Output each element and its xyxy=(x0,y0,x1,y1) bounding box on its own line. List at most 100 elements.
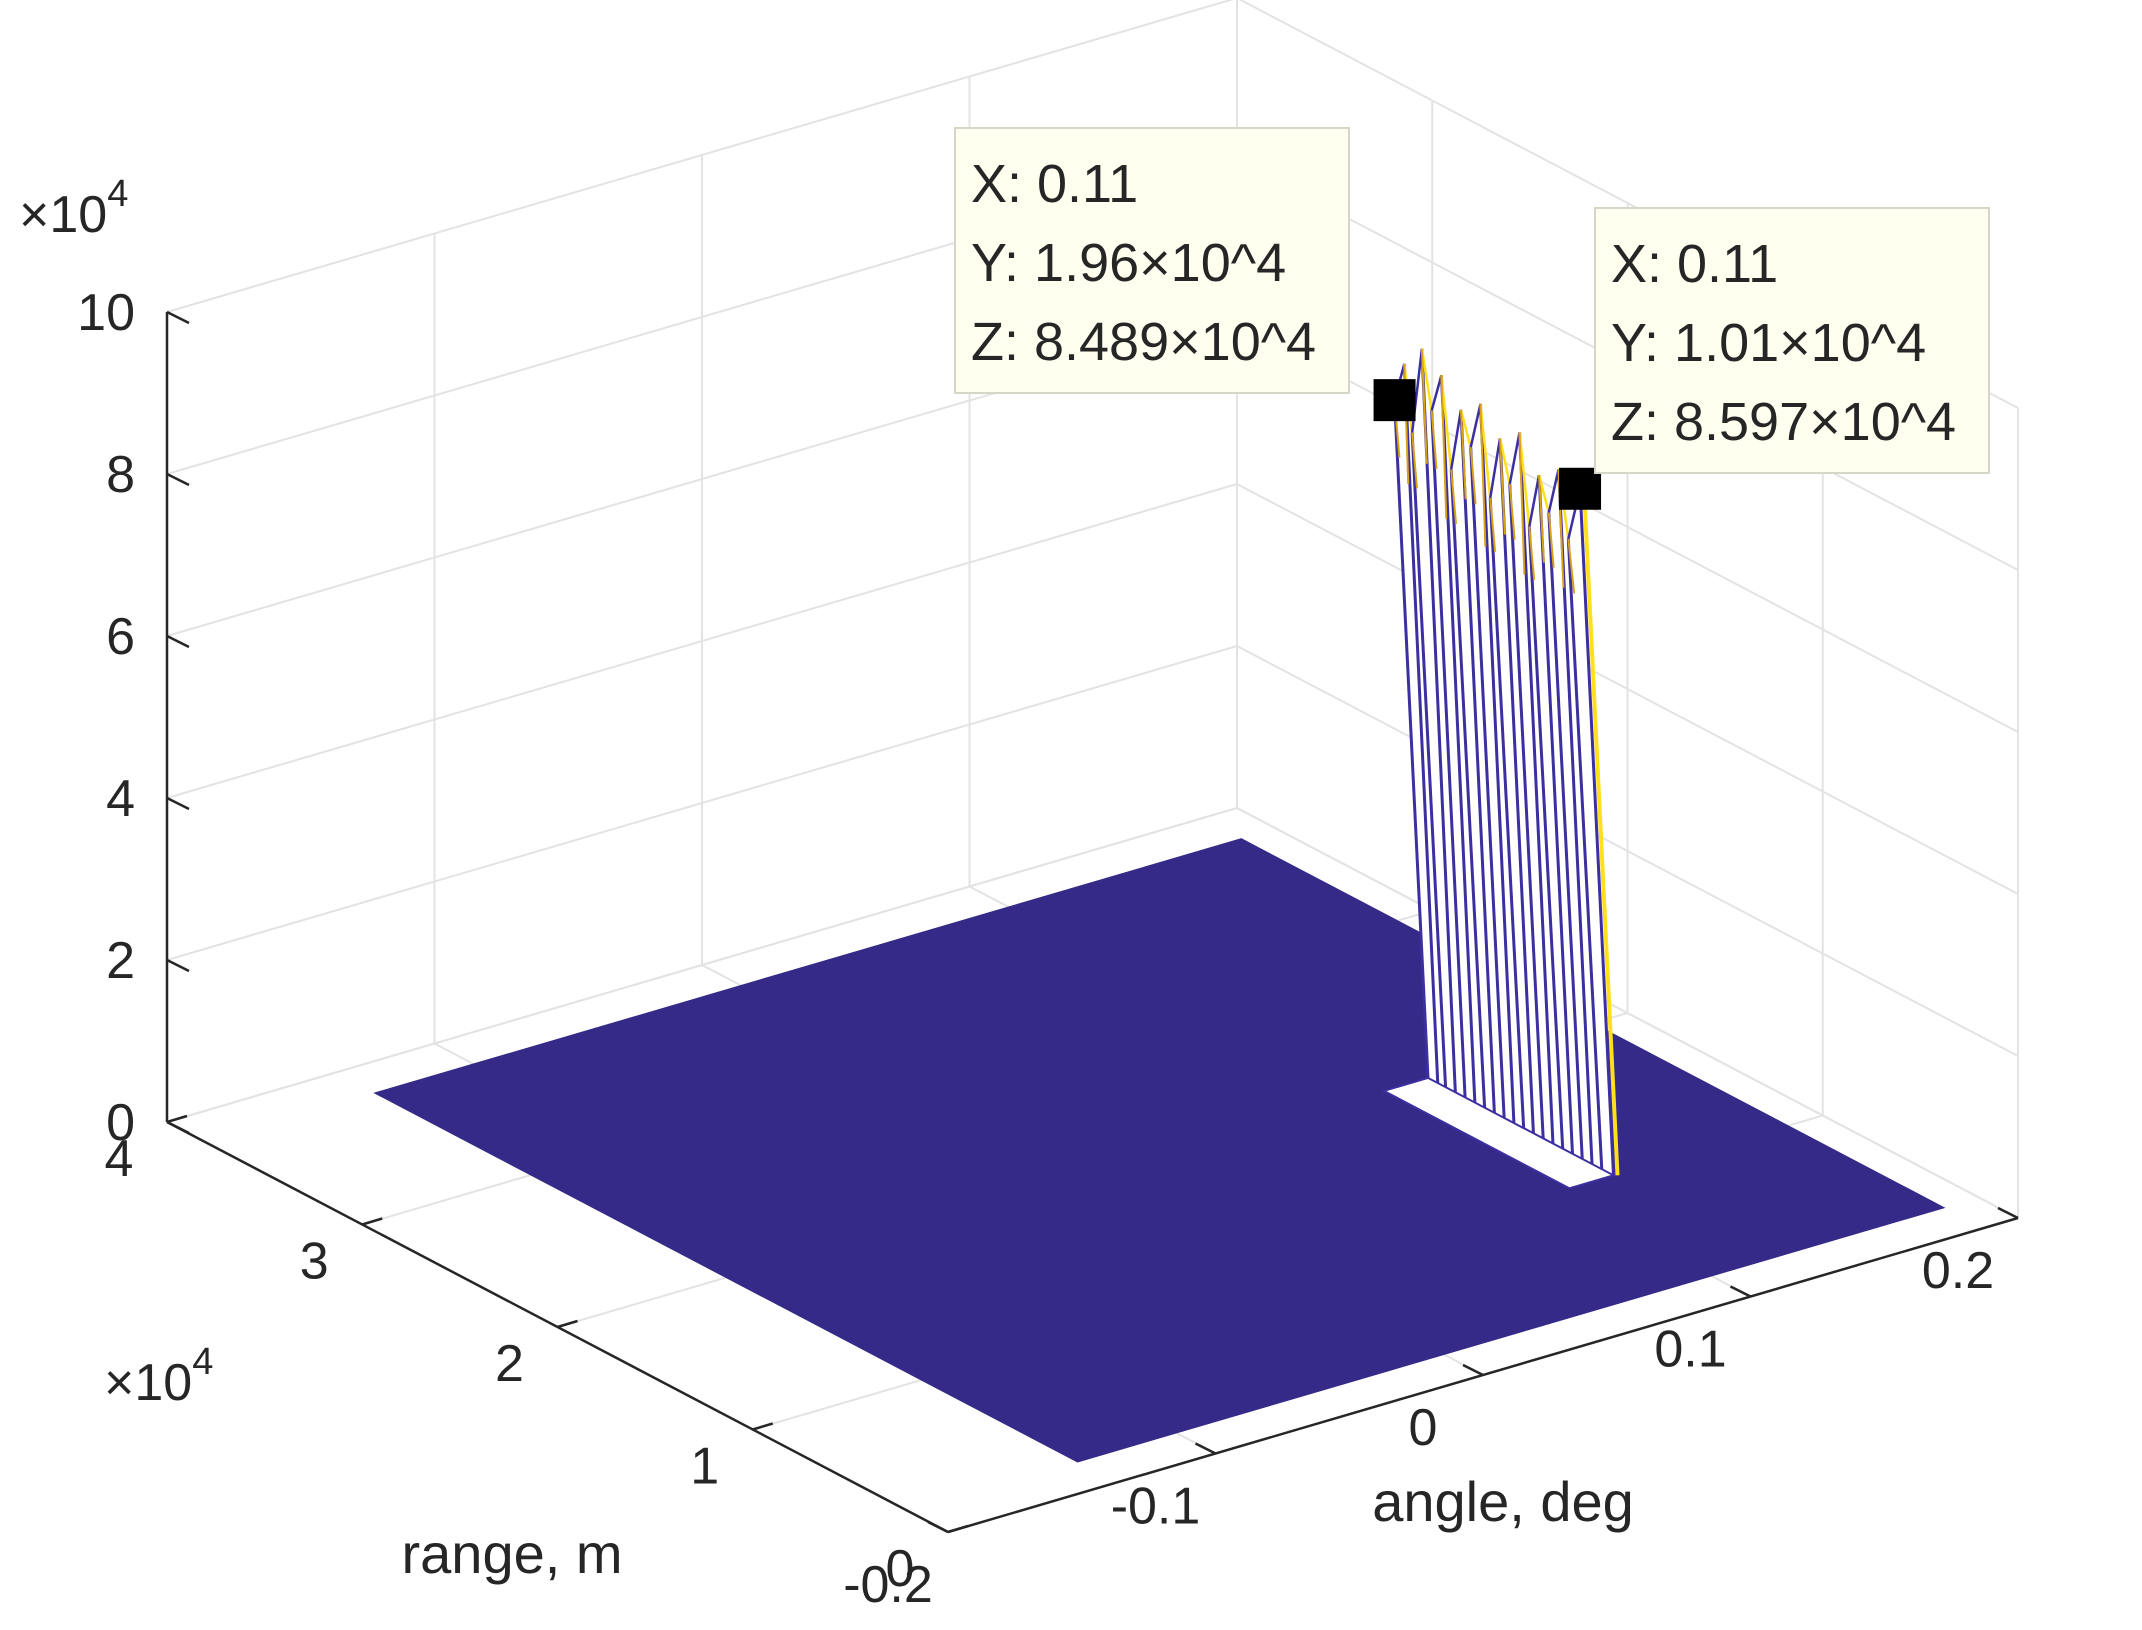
peak-crest xyxy=(1528,474,1541,527)
peak-spike xyxy=(1518,432,1555,1144)
peak-crest xyxy=(1430,410,1438,469)
peak-spike xyxy=(1402,363,1440,1084)
peak-crest xyxy=(1449,409,1463,470)
grid-line xyxy=(166,483,1238,799)
y-tick xyxy=(166,1114,188,1124)
z-tick-label: 0 xyxy=(106,1094,135,1152)
peak-spike xyxy=(1393,400,1430,1079)
peak-spike xyxy=(1547,512,1584,1159)
peak-crest xyxy=(1528,526,1536,580)
peak-edge xyxy=(1582,488,1620,1176)
peak-spike xyxy=(1420,348,1457,1093)
datatip[interactable]: X: 0.11 Y: 1.01×10^4 Z: 8.597×10^4 xyxy=(1559,207,1990,510)
grid-line xyxy=(1236,645,2019,1057)
peak-spike xyxy=(1459,409,1496,1113)
peak-crest xyxy=(1498,438,1506,535)
y-tick xyxy=(752,1422,774,1431)
y-tick-label: 3 xyxy=(300,1233,329,1291)
x-tick-label: -0.2 xyxy=(843,1556,933,1614)
y-tick-label: 2 xyxy=(495,1335,524,1393)
datatip-y: Y: 1.01×10^4 xyxy=(1611,313,1926,373)
peak-spike xyxy=(1439,375,1477,1103)
datatip-marker xyxy=(1373,379,1416,422)
z-tick xyxy=(166,796,190,811)
peak-crest xyxy=(1537,474,1551,513)
peak-spike xyxy=(1566,538,1604,1170)
datatip-z: Z: 8.597×10^4 xyxy=(1611,392,1956,452)
peak-spike xyxy=(1430,410,1467,1098)
datatips: X: 0.11 Y: 1.96×10^4 Z: 8.489×10^4 X: 0.11 Y… xyxy=(954,127,1990,510)
datatip-marker xyxy=(1559,467,1602,510)
z-tick-label: 8 xyxy=(106,446,135,504)
grid-line xyxy=(166,0,1234,313)
grid-line xyxy=(1236,321,2019,733)
peak-spike xyxy=(1410,432,1448,1088)
peak-crest xyxy=(1479,403,1487,547)
peak-crest xyxy=(1488,438,1502,499)
peak-spike xyxy=(1469,447,1506,1118)
surface-peak xyxy=(1381,348,1620,1190)
y-axis-label: range, m xyxy=(402,1522,623,1585)
z-tick-label: 2 xyxy=(106,932,135,990)
z-tick xyxy=(166,958,190,973)
z-tick xyxy=(166,310,190,325)
y-axis-multiplier: ×104 xyxy=(104,1341,213,1412)
peak-crest xyxy=(1538,475,1545,563)
datatip-box xyxy=(1594,207,1990,474)
z-tick-label: 10 xyxy=(77,284,135,342)
peak-crest xyxy=(1518,432,1531,527)
x-tick xyxy=(1729,1285,1752,1298)
peak-crest xyxy=(1498,438,1511,485)
peak-spike xyxy=(1537,475,1574,1154)
z-tick-label: 6 xyxy=(106,608,135,666)
peak-crest xyxy=(1420,348,1433,411)
peak-crest xyxy=(1411,432,1419,489)
peak-crest xyxy=(1547,512,1555,568)
y-tick-label: 1 xyxy=(690,1438,719,1496)
peak-crest xyxy=(1440,375,1453,470)
surface-floor xyxy=(373,838,1946,1463)
z-tick xyxy=(166,1120,190,1135)
x-tick xyxy=(1997,1206,2019,1220)
datatip-y: Y: 1.96×10^4 xyxy=(971,233,1286,293)
y-tick xyxy=(557,1319,578,1329)
peak-crest xyxy=(1489,497,1497,552)
peak-spike xyxy=(1527,526,1565,1149)
x-tick xyxy=(1194,1442,1217,1455)
peak-spike xyxy=(1498,438,1535,1134)
x-tick-label: -0.1 xyxy=(1111,1478,1201,1536)
peak-crest xyxy=(1479,403,1492,499)
z-tick xyxy=(166,472,190,487)
y-tick-label: 4 xyxy=(105,1130,134,1188)
peak-spike xyxy=(1478,403,1516,1124)
datatip[interactable]: X: 0.11 Y: 1.96×10^4 Z: 8.489×10^4 xyxy=(954,127,1416,422)
peak-crest xyxy=(1420,348,1428,464)
peak-crest xyxy=(1459,409,1472,448)
z-tick-label: 4 xyxy=(106,770,135,828)
peak-spike xyxy=(1449,469,1487,1108)
peak-spike xyxy=(1508,483,1545,1139)
floor-surface xyxy=(373,838,1946,1463)
peak-crest xyxy=(1469,403,1482,448)
datatip-x: X: 0.11 xyxy=(1611,234,1778,294)
peak-crest xyxy=(1518,432,1526,575)
peak-crest xyxy=(1508,432,1521,485)
peak-crest xyxy=(1450,469,1458,524)
peak-crest xyxy=(1508,483,1516,540)
y-tick-label: 0 xyxy=(886,1540,915,1598)
peak-base xyxy=(1381,1076,1617,1190)
peak-crest xyxy=(1547,468,1560,513)
datatip-x: X: 0.11 xyxy=(971,154,1138,214)
peak-spike xyxy=(1578,488,1615,1176)
x-tick xyxy=(927,1520,949,1534)
peak-crest xyxy=(1567,538,1576,594)
peak-crest xyxy=(1469,447,1477,505)
x-tick-label: 0 xyxy=(1409,1399,1438,1457)
axes xyxy=(165,310,2019,1534)
peak-crest xyxy=(1459,409,1467,500)
z-tick xyxy=(166,634,190,649)
x-tick-label: 0.1 xyxy=(1654,1321,1726,1379)
y-tick xyxy=(947,1524,969,1534)
